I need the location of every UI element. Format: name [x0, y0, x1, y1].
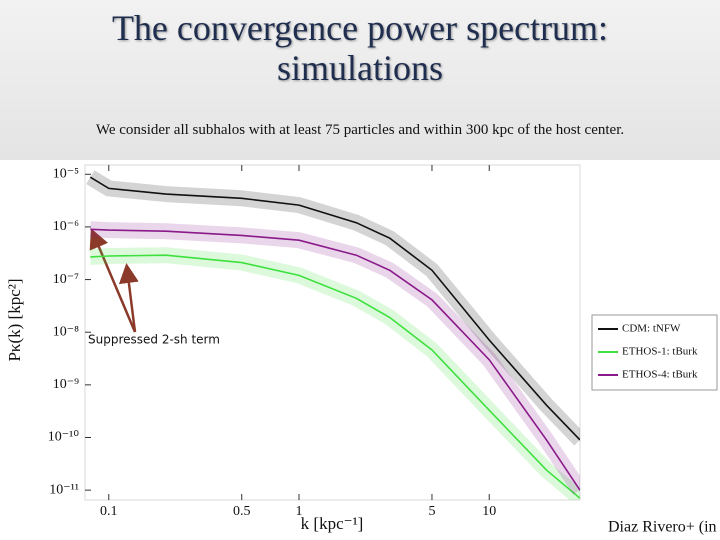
legend-label: ETHOS-4: tBurk — [622, 369, 698, 381]
series-line — [90, 228, 580, 491]
x-tick-label: 0.1 — [100, 504, 118, 519]
x-tick-label: 10 — [482, 504, 496, 519]
plot-frame — [84, 164, 581, 501]
y-tick-label: 10⁻¹⁰ — [48, 430, 80, 445]
y-tick-label: 10⁻⁷ — [53, 272, 79, 287]
y-tick-label: 10⁻⁶ — [53, 219, 79, 234]
legend-label: CDM: tNFW — [622, 323, 681, 335]
y-axis-label: Pκ(k) [kpc²] — [5, 278, 24, 361]
annotation: Suppressed 2-sh term — [88, 333, 220, 347]
y-tick-label: 10⁻⁵ — [53, 166, 79, 181]
series-line — [89, 176, 580, 441]
arrow — [89, 228, 137, 333]
x-tick-label: 1 — [296, 504, 303, 519]
y-tick-label: 10⁻⁹ — [53, 377, 79, 392]
credit: Diaz Rivero+ (in prep.) — [608, 519, 720, 536]
x-tick-label: 5 — [428, 504, 435, 519]
series-line — [90, 254, 580, 499]
slide-subtitle: We consider all subhalos with at least 7… — [95, 122, 625, 138]
arrow — [118, 263, 139, 333]
y-tick-label: 10⁻¹¹ — [49, 482, 79, 497]
x-tick-label: 0.5 — [233, 504, 251, 519]
slide-title: The convergence power spectrum: simulati… — [111, 8, 609, 88]
legend-label: ETHOS-1: tBurk — [622, 346, 698, 358]
title-band — [0, 0, 720, 160]
plot-area — [86, 170, 580, 500]
y-tick-label: 10⁻⁸ — [53, 324, 79, 339]
x-axis-label: k [kpc⁻¹] — [301, 514, 364, 533]
